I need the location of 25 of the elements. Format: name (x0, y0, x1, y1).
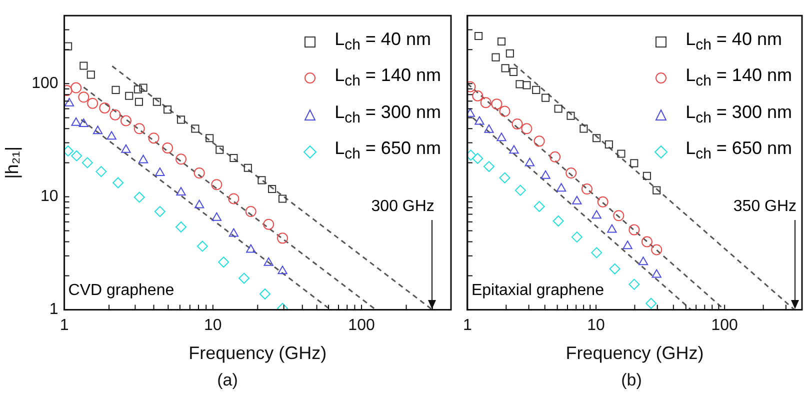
annotation: Epitaxial graphene (471, 282, 604, 300)
text: (a) (217, 370, 238, 390)
legend-label: L$_{ch}$ = 40 nm (334, 28, 431, 56)
legend-label: L$_{ch}$ = 650 nm (334, 137, 441, 165)
legend-label: L$_{ch}$ = 650 nm (686, 137, 792, 165)
x-tick-label: 100 (348, 316, 375, 334)
y-tick-label: 10 (40, 188, 58, 206)
x-tick-label: 1 (462, 316, 472, 334)
legend-label: L$_{ch}$ = 40 nm (686, 28, 782, 56)
legend-label: L$_{ch}$ = 140 nm (334, 64, 441, 92)
x-axis-title: Frequency (GHz) (188, 342, 327, 363)
x-tick-label: 10 (587, 316, 606, 334)
annotation: CVD graphene (68, 282, 174, 300)
x-axis-title: Frequency (GHz) (566, 342, 704, 363)
y-axis-title: |h₂₁| (2, 146, 22, 179)
annotation: 300 GHz (370, 198, 434, 216)
legend-label: L$_{ch}$ = 140 nm (686, 64, 792, 92)
legend-label: L$_{ch}$ = 300 nm (334, 100, 441, 128)
legend-label: L$_{ch}$ = 300 nm (686, 100, 792, 128)
x-tick-label: 100 (711, 316, 738, 334)
text: (b) (621, 370, 642, 390)
y-tick-label: 100 (32, 75, 58, 92)
y-tick-label: 1 (49, 301, 58, 318)
x-tick-label: 10 (204, 316, 222, 334)
annotation: 350 GHz (732, 198, 797, 216)
